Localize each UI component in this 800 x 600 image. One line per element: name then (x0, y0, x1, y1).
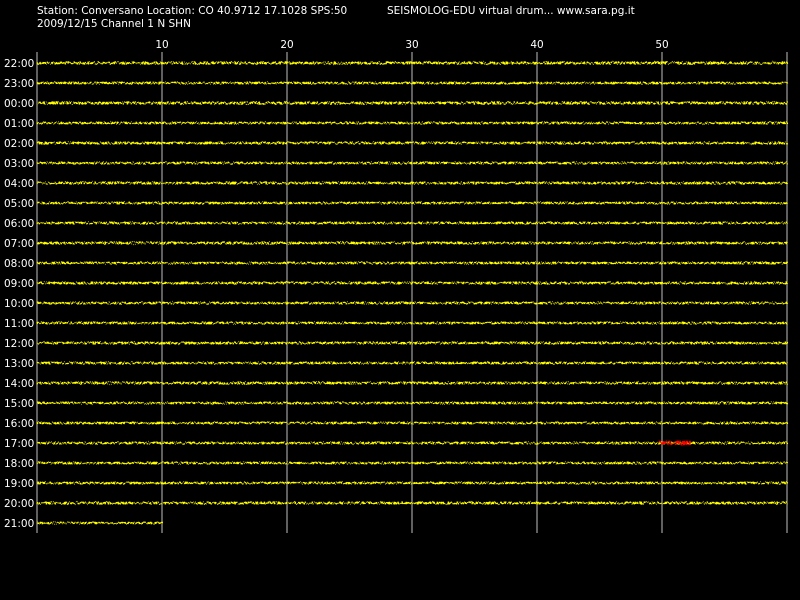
station-info-text: Station: Conversano Location: CO 40.9712… (37, 5, 347, 17)
trace-row (36, 500, 788, 506)
trace-row (36, 120, 789, 126)
hour-label: 06:00 (4, 218, 34, 230)
trace-row (36, 280, 789, 286)
hour-label: 14:00 (4, 378, 34, 390)
hour-label: 10:00 (4, 298, 34, 310)
hour-label: 02:00 (4, 138, 34, 150)
x-tick-label-20: 20 (280, 39, 293, 51)
x-tick-label-10: 10 (155, 39, 168, 51)
x-tick-label-40: 40 (530, 39, 543, 51)
hour-label: 11:00 (4, 318, 34, 330)
hour-label: 13:00 (4, 358, 34, 370)
hour-label: 08:00 (4, 258, 34, 270)
trace-row (36, 400, 789, 406)
trace-row (36, 60, 789, 66)
hour-label: 04:00 (4, 178, 34, 190)
date-channel-text: 2009/12/15 Channel 1 N SHN (37, 18, 191, 30)
hour-label: 16:00 (4, 418, 34, 430)
trace-row (36, 380, 789, 386)
hour-label: 12:00 (4, 338, 34, 350)
event-trace (658, 439, 691, 446)
hour-label: 20:00 (4, 498, 34, 510)
trace-row (36, 460, 789, 466)
trace-row (36, 80, 789, 86)
hour-label: 05:00 (4, 198, 34, 210)
trace-row (36, 220, 788, 226)
x-tick-label-50: 50 (655, 39, 668, 51)
hour-label: 23:00 (4, 78, 34, 90)
hour-label: 03:00 (4, 158, 34, 170)
minute-grid (36, 52, 788, 533)
trace-row (36, 340, 789, 346)
seismic-traces (36, 60, 789, 525)
hour-label: 09:00 (4, 278, 34, 290)
x-tick-label-30: 30 (405, 39, 418, 51)
hour-label: 17:00 (4, 438, 34, 450)
trace-row (36, 480, 789, 486)
hour-label: 00:00 (4, 98, 34, 110)
hour-labels: 22:00 23:00 00:00 01:00 02:00 03:00 04:00 05:00… (4, 58, 34, 530)
trace-row (37, 100, 789, 106)
hour-label: 15:00 (4, 398, 34, 410)
program-info-text: SEISMOLOG-EDU virtual drum... www.sara.p… (387, 5, 635, 17)
hour-label: 22:00 (4, 58, 34, 70)
trace-row (36, 521, 164, 525)
hour-label: 18:00 (4, 458, 34, 470)
trace-row (36, 420, 789, 426)
trace-row (36, 240, 788, 246)
trace-row (36, 360, 788, 366)
trace-row (36, 180, 789, 186)
trace-row (36, 440, 789, 446)
hour-label: 21:00 (4, 518, 34, 530)
hour-label: 19:00 (4, 478, 34, 490)
trace-row (36, 300, 789, 306)
trace-row (36, 160, 789, 166)
trace-row (36, 260, 789, 266)
trace-row (36, 320, 788, 326)
trace-row (36, 200, 788, 206)
hour-label: 07:00 (4, 238, 34, 250)
hour-label: 01:00 (4, 118, 34, 130)
minute-axis: 10 20 30 40 50 (155, 39, 668, 51)
trace-row (36, 140, 789, 146)
